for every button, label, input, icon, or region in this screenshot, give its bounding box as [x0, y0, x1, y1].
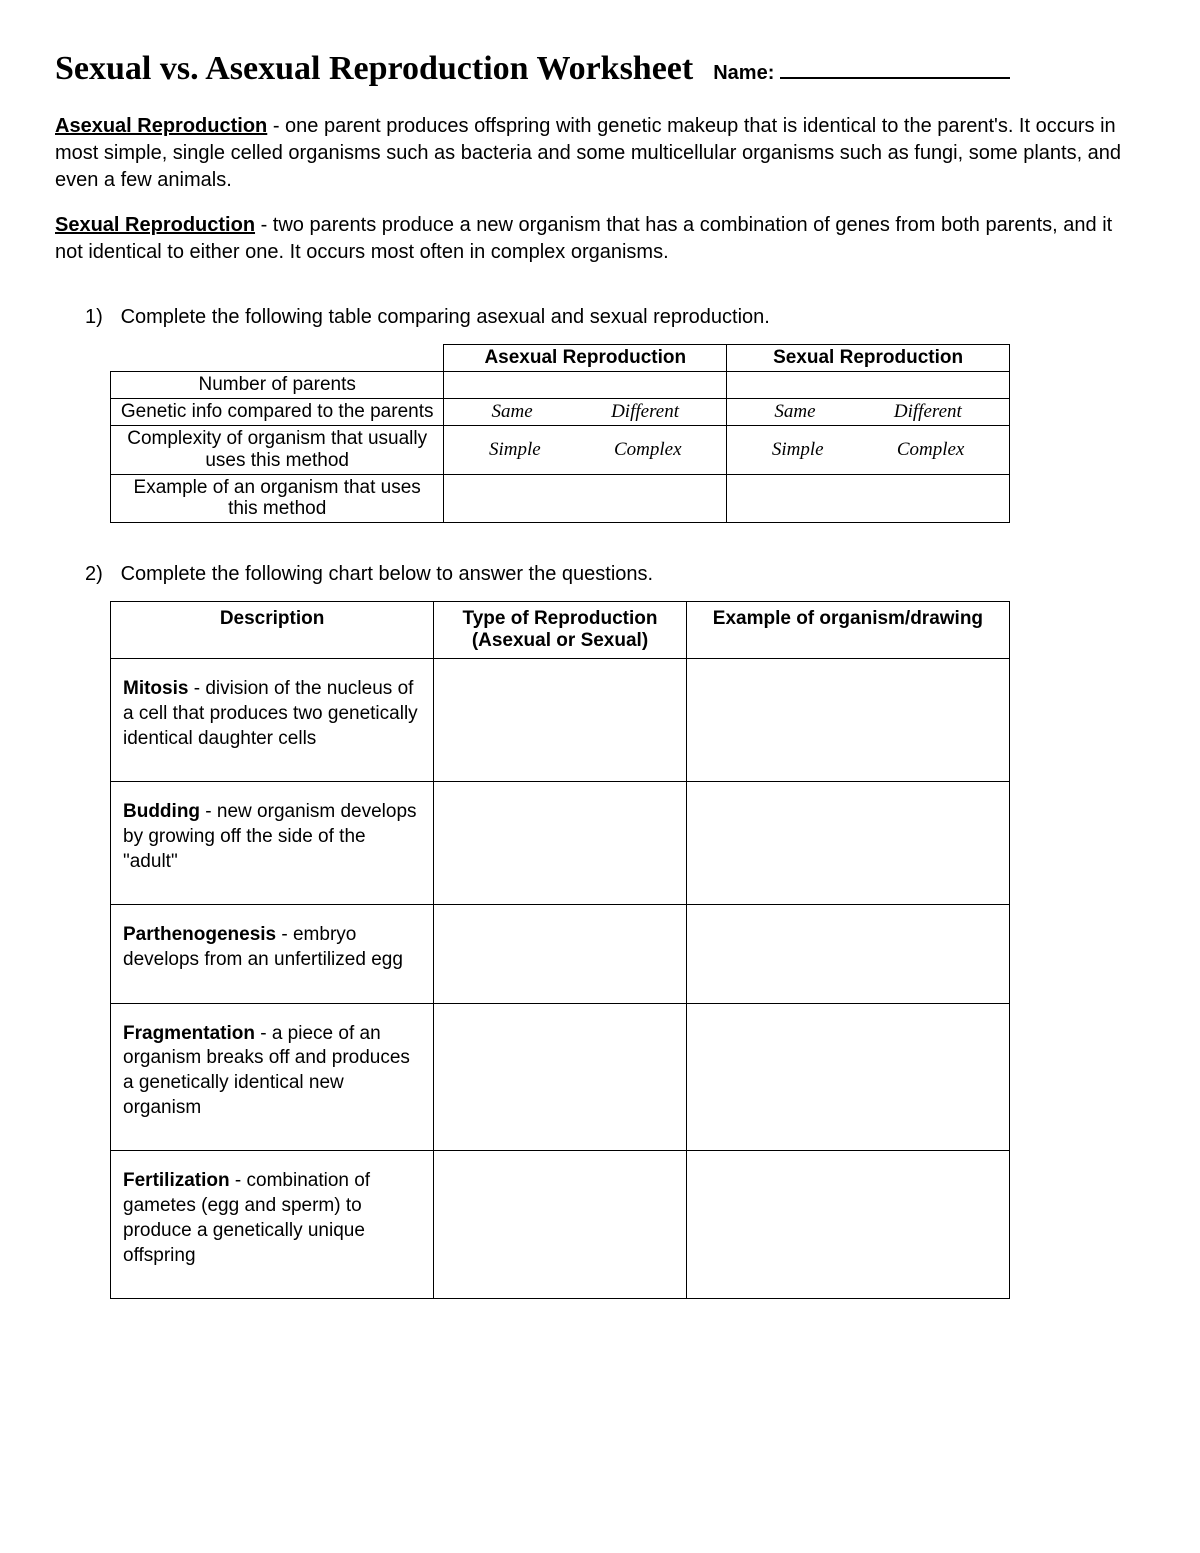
table-header-asexual: Asexual Reproduction [444, 345, 727, 372]
cell-options[interactable]: Simple Complex [444, 425, 727, 474]
name-field: Name: [713, 62, 1010, 85]
cell-blank[interactable] [727, 372, 1010, 399]
asexual-definition: Asexual Reproduction - one parent produc… [55, 113, 1145, 194]
cell-options[interactable]: Same Different [727, 398, 1010, 425]
cell-blank[interactable] [444, 372, 727, 399]
description-cell: Fertilization - combination of gametes (… [111, 1151, 434, 1299]
cell-blank[interactable] [434, 659, 687, 782]
table-row: Budding - new organism develops by growi… [111, 782, 1010, 905]
sexual-definition: Sexual Reproduction - two parents produc… [55, 212, 1145, 266]
q1-number: 1) [85, 306, 115, 329]
description-cell: Mitosis - division of the nucleus of a c… [111, 659, 434, 782]
term-budding: Budding [123, 801, 200, 822]
cell-blank[interactable] [686, 905, 1009, 1003]
description-cell: Fragmentation - a piece of an organism b… [111, 1003, 434, 1151]
table-header-blank [111, 345, 444, 372]
question-2: 2) Complete the following chart below to… [85, 563, 1145, 586]
name-label: Name: [713, 62, 774, 84]
row-label: Complexity of organism that usually uses… [111, 425, 444, 474]
row-label: Number of parents [111, 372, 444, 399]
table-row: Mitosis - division of the nucleus of a c… [111, 659, 1010, 782]
asexual-term: Asexual Reproduction [55, 115, 267, 137]
table-row: Genetic info compared to the parents Sam… [111, 398, 1010, 425]
cell-blank[interactable] [686, 659, 1009, 782]
term-parthenogenesis: Parthenogenesis [123, 924, 276, 945]
table-header-sexual: Sexual Reproduction [727, 345, 1010, 372]
header: Sexual vs. Asexual Reproduction Workshee… [55, 50, 1145, 88]
name-blank-line[interactable] [780, 77, 1010, 79]
term-fragmentation: Fragmentation [123, 1023, 255, 1044]
q2-prompt: Complete the following chart below to an… [121, 563, 654, 585]
description-cell: Budding - new organism develops by growi… [111, 782, 434, 905]
cell-blank[interactable] [727, 474, 1010, 523]
table-row: Example of an organism that uses this me… [111, 474, 1010, 523]
option-same: Same [492, 401, 533, 423]
row-label: Example of an organism that uses this me… [111, 474, 444, 523]
option-different: Different [894, 401, 962, 423]
term-fertilization: Fertilization [123, 1170, 230, 1191]
worksheet-title: Sexual vs. Asexual Reproduction Workshee… [55, 50, 693, 88]
cell-blank[interactable] [444, 474, 727, 523]
cell-blank[interactable] [434, 782, 687, 905]
table-header-example: Example of organism/drawing [686, 602, 1009, 659]
cell-options[interactable]: Same Different [444, 398, 727, 425]
q2-number: 2) [85, 563, 115, 586]
cell-blank[interactable] [686, 1003, 1009, 1151]
sexual-term: Sexual Reproduction [55, 214, 255, 236]
question-1: 1) Complete the following table comparin… [85, 306, 1145, 329]
table-row: Fragmentation - a piece of an organism b… [111, 1003, 1010, 1151]
term-mitosis: Mitosis [123, 678, 188, 699]
cell-blank[interactable] [434, 905, 687, 1003]
table-header-description: Description [111, 602, 434, 659]
cell-blank[interactable] [686, 1151, 1009, 1299]
comparison-table: Asexual Reproduction Sexual Reproduction… [110, 344, 1010, 523]
table-row: Parthenogenesis - embryo develops from a… [111, 905, 1010, 1003]
row-label: Genetic info compared to the parents [111, 398, 444, 425]
table-row: Complexity of organism that usually uses… [111, 425, 1010, 474]
table-row: Asexual Reproduction Sexual Reproduction [111, 345, 1010, 372]
table-row: Fertilization - combination of gametes (… [111, 1151, 1010, 1299]
cell-blank[interactable] [434, 1151, 687, 1299]
option-simple: Simple [772, 439, 824, 461]
option-complex: Complex [897, 439, 965, 461]
option-simple: Simple [489, 439, 541, 461]
cell-blank[interactable] [686, 782, 1009, 905]
table-header-type: Type of Reproduction (Asexual or Sexual) [434, 602, 687, 659]
cell-blank[interactable] [434, 1003, 687, 1151]
description-table: Description Type of Reproduction (Asexua… [110, 601, 1010, 1299]
table-row: Description Type of Reproduction (Asexua… [111, 602, 1010, 659]
option-complex: Complex [614, 439, 682, 461]
option-different: Different [611, 401, 679, 423]
option-same: Same [774, 401, 815, 423]
description-cell: Parthenogenesis - embryo develops from a… [111, 905, 434, 1003]
cell-options[interactable]: Simple Complex [727, 425, 1010, 474]
table-row: Number of parents [111, 372, 1010, 399]
q1-prompt: Complete the following table comparing a… [121, 306, 770, 328]
